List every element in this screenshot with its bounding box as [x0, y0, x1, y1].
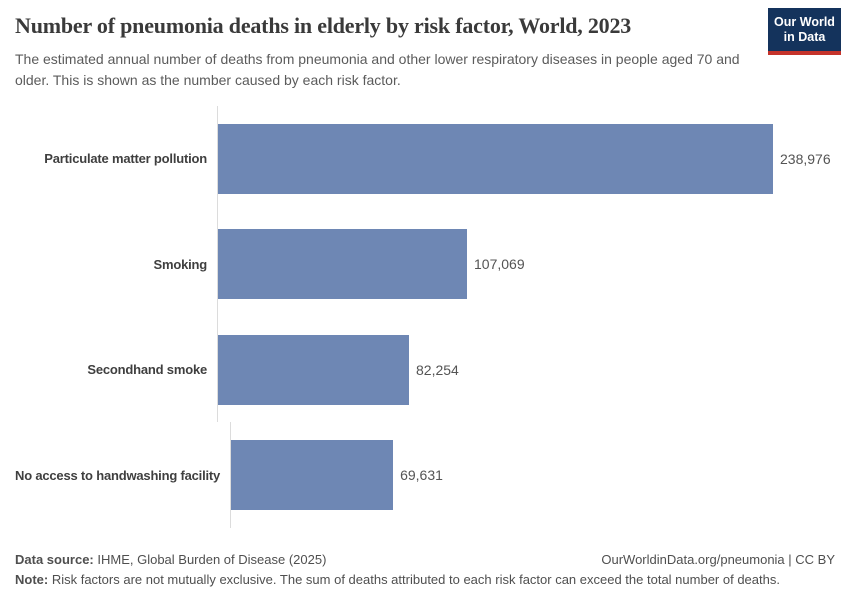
owid-logo-line1: Our World: [774, 15, 835, 29]
category-label-cell: Secondhand smoke: [15, 317, 217, 423]
note-label: Note:: [15, 572, 49, 587]
bar-row: No access to handwashing facility 69,631: [15, 422, 835, 528]
bar: [218, 123, 773, 194]
category-label: Secondhand smoke: [87, 362, 207, 378]
value-label: 82,254: [416, 361, 459, 378]
credit-link: OurWorldinData.org/pneumonia | CC BY: [601, 552, 835, 567]
chart-footer: Data source: IHME, Global Burden of Dise…: [15, 552, 835, 587]
data-source-value: IHME, Global Burden of Disease (2025): [93, 552, 327, 567]
owid-logo: Our World in Data: [768, 8, 841, 55]
category-label-cell: Particulate matter pollution: [15, 106, 217, 212]
owid-logo-line2: in Data: [783, 30, 826, 44]
footer-note-line: Note: Risk factors are not mutually excl…: [15, 572, 835, 587]
chart-header: Number of pneumonia deaths in elderly by…: [15, 8, 841, 55]
bar: [231, 440, 394, 511]
bar-track: 107,069: [217, 211, 835, 317]
bar-chart-plot: Particulate matter pollution 238,976 Smoki…: [15, 105, 835, 528]
owid-logo-red-bar: [768, 51, 841, 55]
chart-title: Number of pneumonia deaths in elderly by…: [15, 13, 632, 38]
category-label: No access to handwashing facility: [15, 467, 221, 483]
data-source-label: Data source:: [15, 552, 94, 567]
bar-track: 238,976: [217, 105, 835, 212]
bar: [218, 334, 409, 405]
chart-subtitle: The estimated annual number of deaths fr…: [15, 51, 740, 88]
bar-track: 69,631: [230, 422, 835, 528]
category-label: Smoking: [153, 256, 208, 272]
category-label-cell: Smoking: [15, 211, 217, 317]
category-label-cell: No access to handwashing facility: [15, 422, 230, 528]
bar: [218, 229, 467, 300]
bar-row: Secondhand smoke 82,254: [15, 316, 835, 423]
footer-source-line: Data source: IHME, Global Burden of Dise…: [15, 552, 835, 567]
bar-row: Particulate matter pollution 238,976: [15, 105, 835, 212]
owid-logo-box: Our World in Data: [768, 8, 841, 51]
value-label: 69,631: [400, 467, 443, 484]
value-label: 238,976: [780, 150, 831, 167]
value-label: 107,069: [474, 256, 525, 273]
bar-row: Smoking 107,069: [15, 211, 835, 317]
data-source: Data source: IHME, Global Burden of Dise…: [15, 552, 326, 567]
category-label: Particulate matter pollution: [44, 151, 207, 167]
bar-track: 82,254: [217, 316, 835, 423]
note-text: Risk factors are not mutually exclusive.…: [48, 572, 780, 587]
